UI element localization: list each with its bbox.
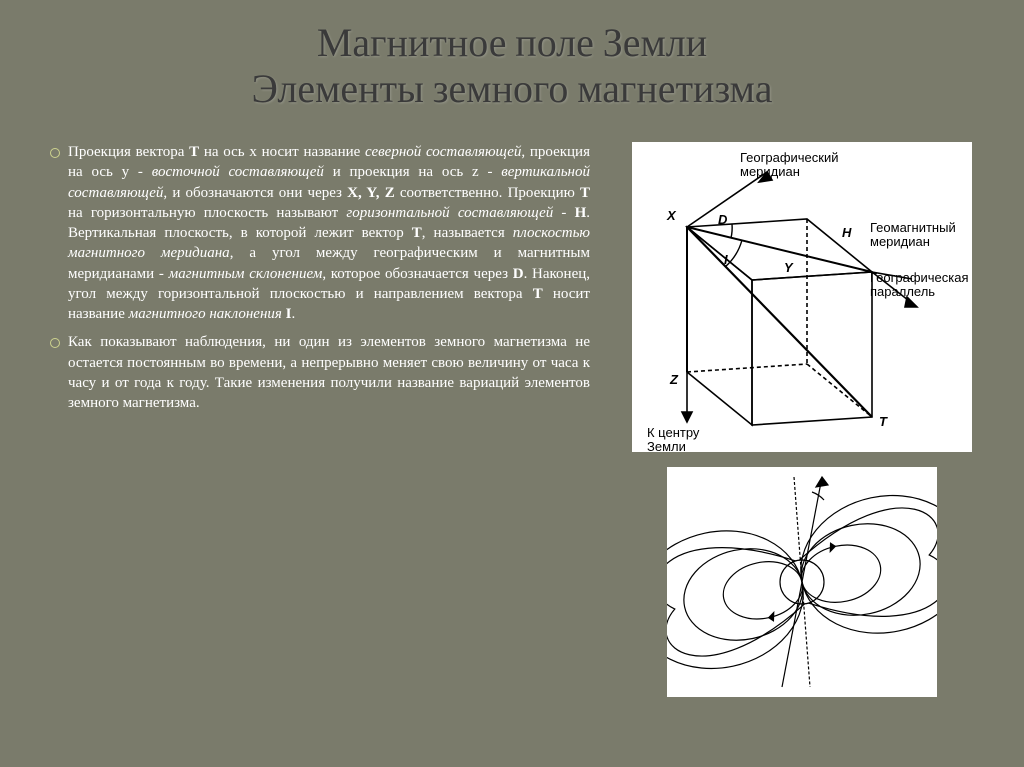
paragraph-2: Как показывают наблюдения, ни один из эл…	[50, 332, 590, 413]
label-H: H	[842, 225, 852, 240]
label-Y: Y	[784, 260, 794, 275]
label-X: X	[666, 208, 677, 223]
label-D: D	[718, 212, 728, 227]
content-row: Проекция вектора Т на ось x носит назван…	[30, 142, 994, 697]
title-line-2: Элементы земного магнетизма	[252, 66, 773, 112]
text-column: Проекция вектора Т на ось x носит назван…	[30, 142, 590, 697]
geomagnetic-components-diagram: X Y Z H T D I Географическиймеридиан Гео…	[632, 142, 972, 452]
slide-title: Магнитное поле Земли Элементы земного ма…	[30, 20, 994, 112]
image-column: X Y Z H T D I Географическиймеридиан Гео…	[610, 142, 994, 697]
earth-magnetic-field-diagram	[667, 467, 937, 697]
paragraph-1: Проекция вектора Т на ось x носит назван…	[50, 142, 590, 324]
label-T: T	[879, 414, 888, 429]
title-line-1: Магнитное поле Земли	[317, 20, 707, 66]
label-Z: Z	[669, 372, 679, 387]
label-I: I	[724, 252, 728, 267]
